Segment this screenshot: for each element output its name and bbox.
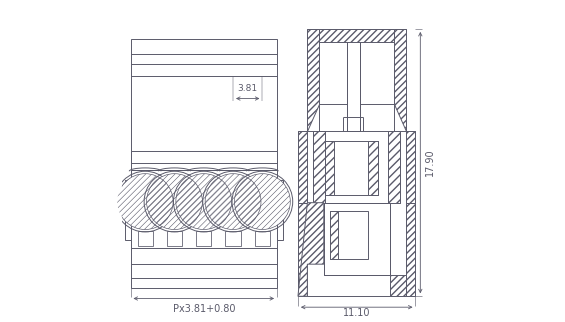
Bar [330, 211, 368, 259]
Circle shape [118, 174, 173, 230]
Circle shape [234, 174, 290, 230]
Polygon shape [298, 203, 324, 296]
Polygon shape [390, 275, 406, 296]
Polygon shape [406, 203, 415, 296]
Circle shape [205, 174, 261, 230]
Text: Px3.81+0.80: Px3.81+0.80 [172, 304, 235, 314]
Polygon shape [319, 29, 394, 43]
Bar [325, 141, 378, 195]
Bar [324, 203, 390, 275]
Bar [347, 34, 360, 130]
Bar [307, 222, 324, 248]
Bar [225, 231, 241, 245]
Bar [131, 248, 277, 288]
Polygon shape [394, 29, 406, 130]
Polygon shape [313, 130, 325, 203]
Polygon shape [298, 203, 307, 296]
Polygon shape [330, 211, 338, 259]
Bar [131, 39, 277, 164]
Polygon shape [298, 130, 307, 203]
Polygon shape [307, 29, 319, 130]
Text: 17.90: 17.90 [424, 149, 434, 176]
Bar [125, 180, 131, 240]
Polygon shape [406, 203, 415, 296]
Polygon shape [406, 130, 415, 203]
Bar [196, 231, 211, 245]
Circle shape [176, 174, 232, 230]
Text: 3.81: 3.81 [238, 84, 258, 93]
Polygon shape [325, 141, 334, 195]
Polygon shape [389, 130, 400, 203]
Text: 11.10: 11.10 [343, 308, 371, 318]
Bar [131, 151, 277, 171]
Bar [277, 180, 283, 240]
Bar [131, 170, 277, 250]
Bar [167, 231, 182, 245]
Circle shape [146, 174, 202, 230]
Bar [137, 231, 153, 245]
Bar [255, 231, 270, 245]
Polygon shape [368, 141, 378, 195]
